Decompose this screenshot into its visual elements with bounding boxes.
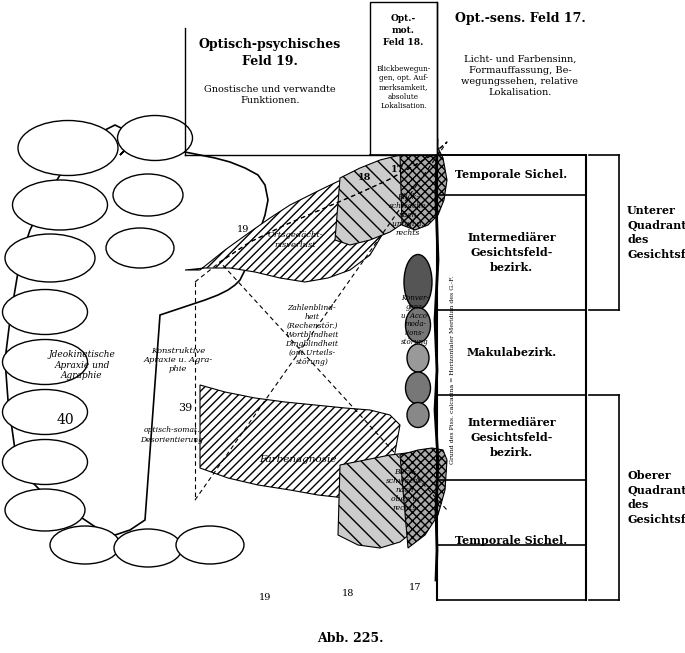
Text: Makulabezirk.: Makulabezirk. <box>466 347 556 358</box>
Polygon shape <box>185 158 400 282</box>
Text: Optisch-psychisches
Feld 19.: Optisch-psychisches Feld 19. <box>199 38 341 68</box>
Bar <box>370 2 437 155</box>
Text: Licht- und Farbensinn,
Formauffassung, Be-
wegungssehen, relative
Lokalisation.: Licht- und Farbensinn, Formauffassung, B… <box>462 55 579 97</box>
Ellipse shape <box>404 255 432 310</box>
Text: Opt.-
mot.
Feld 18.: Opt.- mot. Feld 18. <box>384 14 424 46</box>
Ellipse shape <box>176 526 244 564</box>
Text: 39: 39 <box>178 403 192 413</box>
Ellipse shape <box>3 340 88 385</box>
Text: 17: 17 <box>391 165 405 174</box>
Text: 17: 17 <box>409 584 421 592</box>
Text: Temporale Sichel.: Temporale Sichel. <box>456 535 567 545</box>
Text: 40: 40 <box>56 413 74 427</box>
Ellipse shape <box>12 180 108 230</box>
Ellipse shape <box>407 344 429 372</box>
Text: Opt.-sens. Feld 17.: Opt.-sens. Feld 17. <box>455 12 586 25</box>
Ellipse shape <box>406 372 430 404</box>
Text: Zahlenblind-
heit
(Rechenstör.)
Wortblindheit
Dingblindheit
(opt.Urteils-
störun: Zahlenblind- heit (Rechenstör.) Wortblin… <box>286 304 338 366</box>
Polygon shape <box>400 448 447 548</box>
Text: Jdeokinetische
Apraxie und
Agraphie: Jdeokinetische Apraxie und Agraphie <box>49 350 116 380</box>
Text: Abb. 225.: Abb. 225. <box>316 631 383 645</box>
Text: Konver-
genz-
u. Acco-
moda-
tions-
störung: Konver- genz- u. Acco- moda- tions- stör… <box>401 295 429 345</box>
Ellipse shape <box>3 439 88 485</box>
Ellipse shape <box>114 529 182 567</box>
Ellipse shape <box>118 116 192 161</box>
Text: Gnostische und verwandte
Funktionen.: Gnostische und verwandte Funktionen. <box>204 85 336 105</box>
Ellipse shape <box>50 526 120 564</box>
Polygon shape <box>5 125 268 535</box>
Ellipse shape <box>113 174 183 216</box>
Ellipse shape <box>3 289 88 334</box>
Text: Blick-
schwäche
nach
oben u.
rechts: Blick- schwäche nach oben u. rechts <box>386 468 424 513</box>
Text: Temporale Sichel.: Temporale Sichel. <box>456 170 567 180</box>
Text: optisch-somat.
Desorientierung: optisch-somat. Desorientierung <box>140 426 203 443</box>
Text: Grund des Piss. calcarina = Horizontaler Meridian des G.-F.: Grund des Piss. calcarina = Horizontaler… <box>451 276 456 464</box>
Text: 18: 18 <box>358 174 372 182</box>
Polygon shape <box>338 452 435 548</box>
Text: Intermediärer
Gesichtsfeld-
bezirk.: Intermediärer Gesichtsfeld- bezirk. <box>467 232 556 272</box>
Polygon shape <box>400 145 447 230</box>
Text: Konstruktive
Apraxie u. Agra-
phie: Konstruktive Apraxie u. Agra- phie <box>143 347 212 374</box>
Text: Oberer
Quadrant
des
Gesichtsfeldes.: Oberer Quadrant des Gesichtsfeldes. <box>627 470 685 525</box>
Ellipse shape <box>5 489 85 531</box>
Polygon shape <box>200 385 400 498</box>
Text: Blick-
schwäche
nach
unten u.
rechts: Blick- schwäche nach unten u. rechts <box>389 193 427 238</box>
Text: 19: 19 <box>237 225 249 234</box>
Ellipse shape <box>18 121 118 176</box>
Text: Ortsgedächt-
nisverlust: Ortsgedächt- nisverlust <box>267 231 323 249</box>
Text: Unterer
Quadrant
des
Gesichtsfeldes.: Unterer Quadrant des Gesichtsfeldes. <box>627 205 685 260</box>
Ellipse shape <box>3 389 88 434</box>
Polygon shape <box>335 155 430 245</box>
Text: 18: 18 <box>342 588 354 597</box>
Ellipse shape <box>407 402 429 428</box>
Text: 19: 19 <box>259 594 271 603</box>
Text: Blickbewegun-
gen, opt. Auf-
merksamkeit,
absolute
Lokalisation.: Blickbewegun- gen, opt. Auf- merksamkeit… <box>376 65 431 110</box>
Ellipse shape <box>406 308 430 343</box>
Ellipse shape <box>106 228 174 268</box>
Text: Intermediärer
Gesichtsfeld-
bezirk.: Intermediärer Gesichtsfeld- bezirk. <box>467 417 556 458</box>
Text: Farbenagnosie: Farbenagnosie <box>259 456 337 464</box>
Ellipse shape <box>5 234 95 282</box>
